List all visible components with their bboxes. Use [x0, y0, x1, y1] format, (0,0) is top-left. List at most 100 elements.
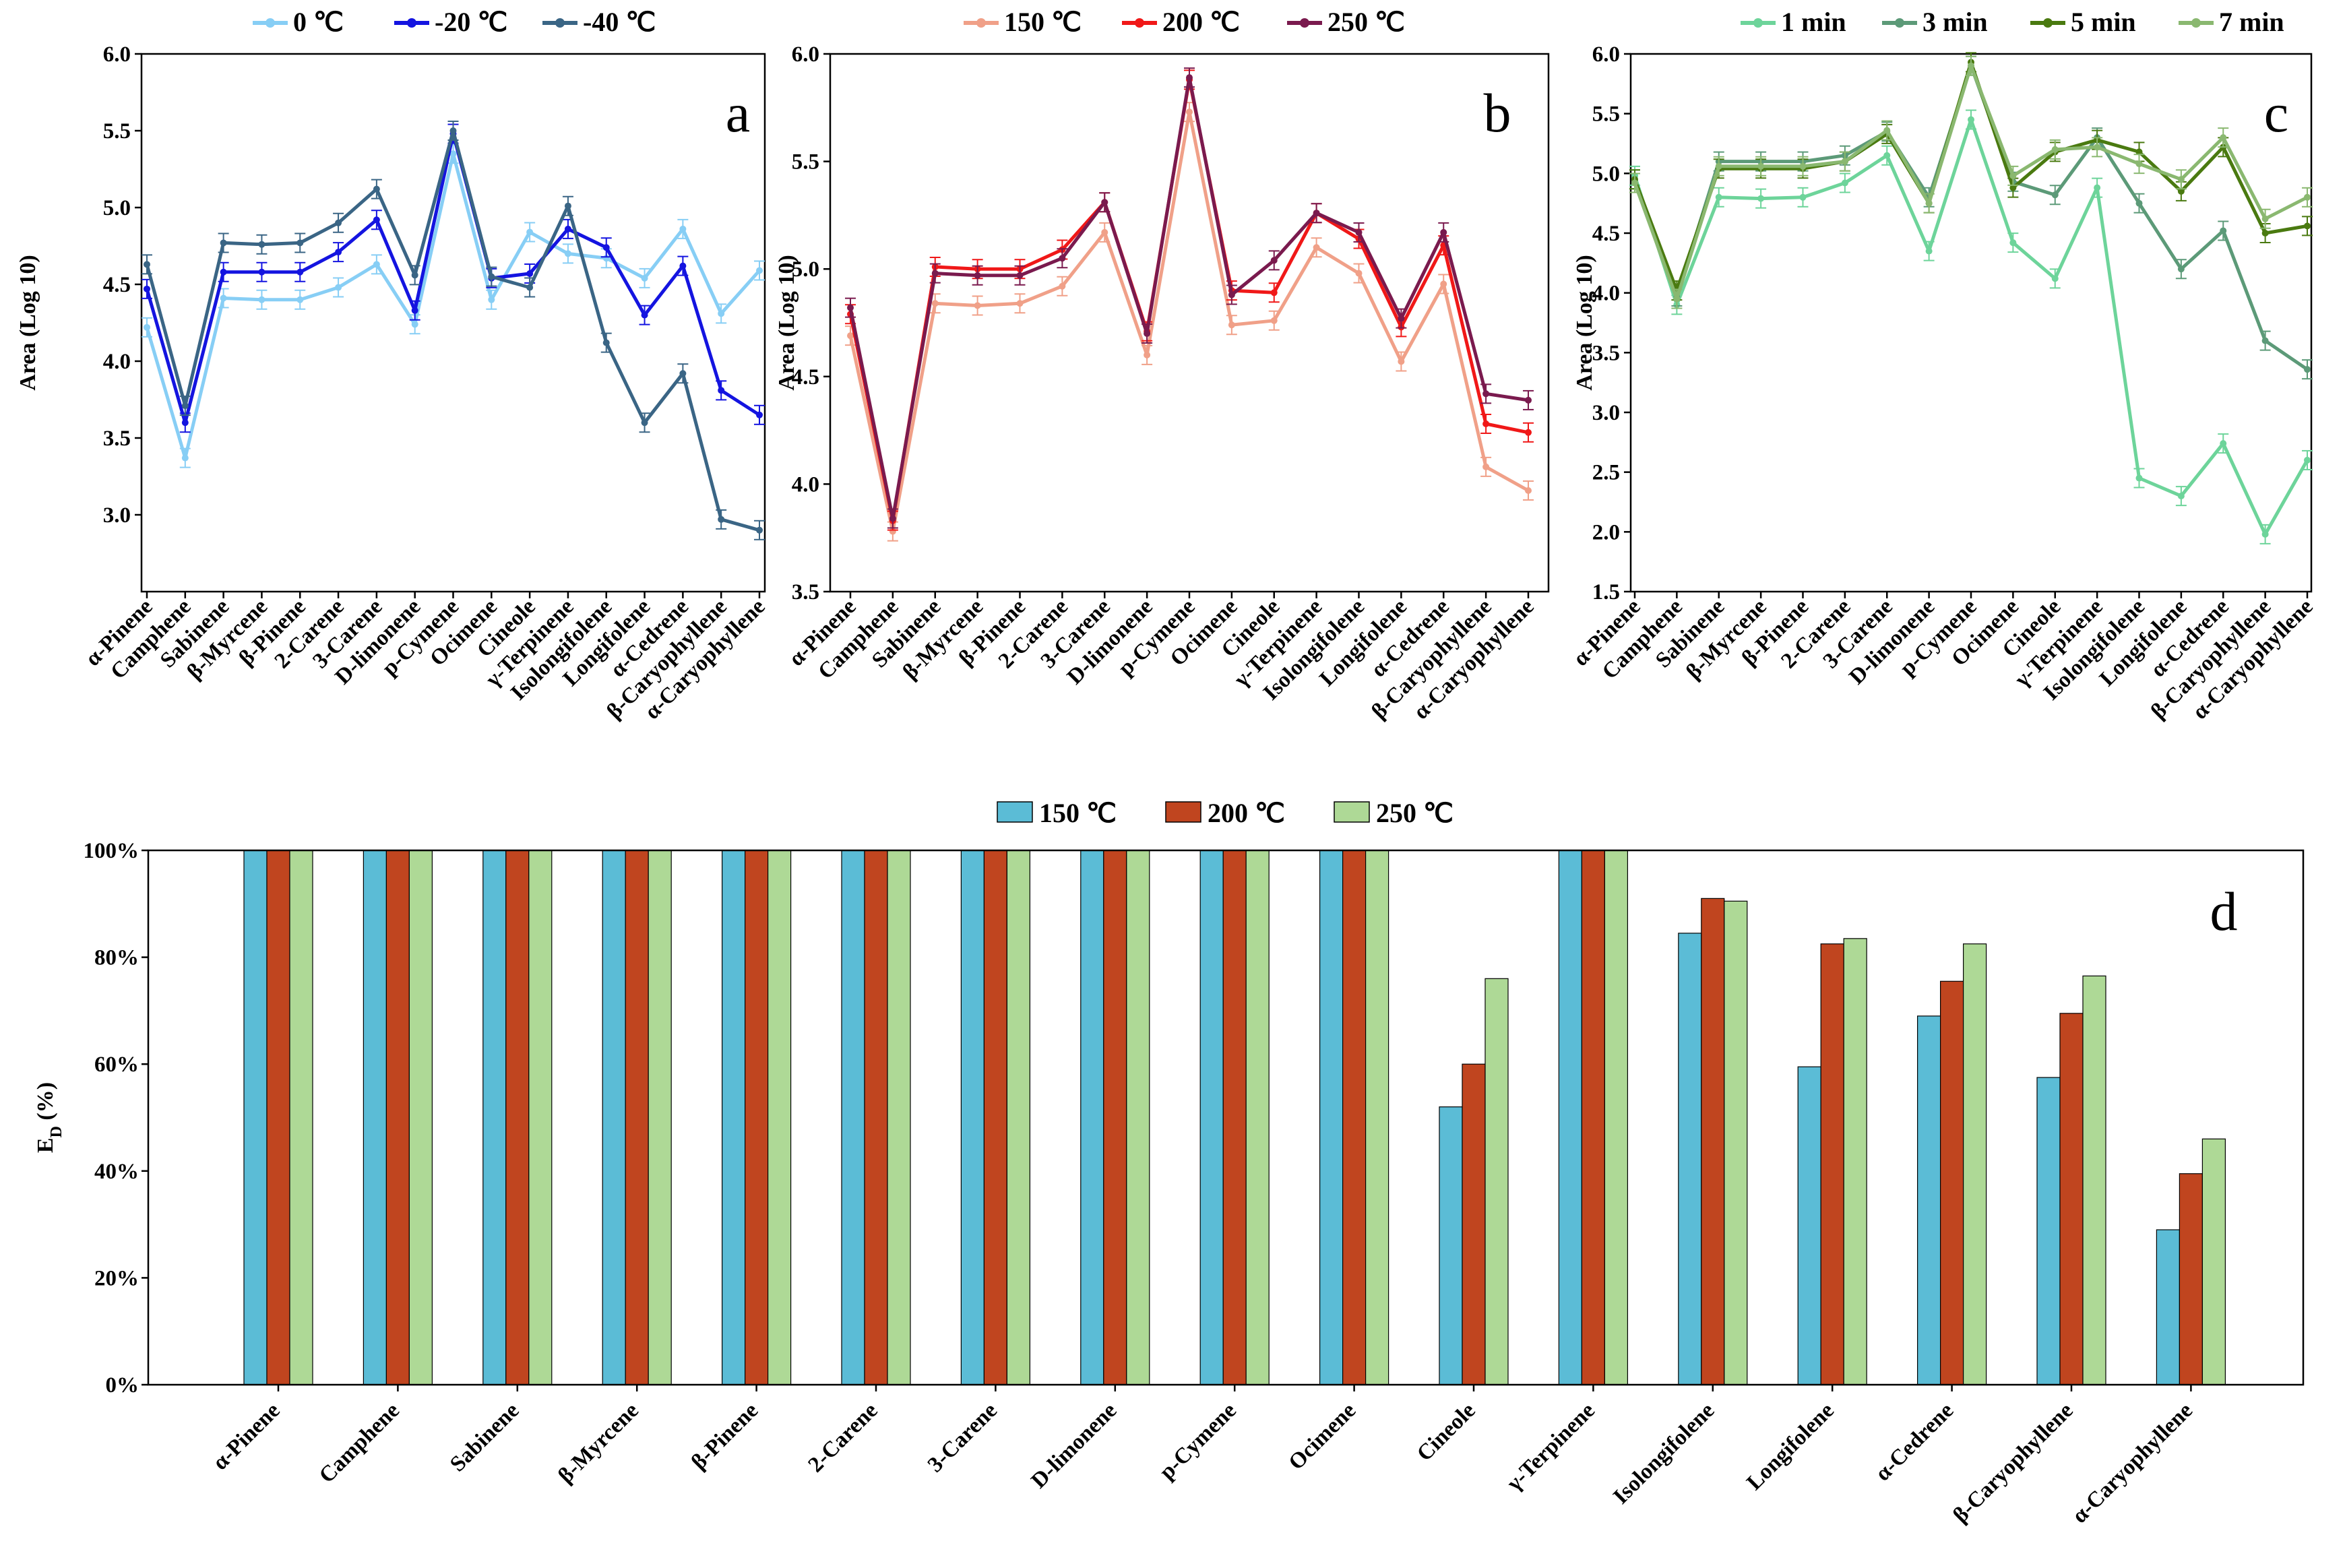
data-point [373, 185, 380, 193]
legend-label: 200 ℃ [1162, 7, 1240, 37]
data-point [411, 307, 418, 314]
data-point [641, 311, 648, 319]
y-tick-label: 4.5 [792, 365, 819, 389]
x-tick-label: Cineole [1412, 1398, 1480, 1466]
data-point [220, 268, 227, 276]
bar [2156, 1229, 2180, 1385]
y-axis-label: Area (Log 10) [15, 255, 40, 390]
bar [1963, 943, 1987, 1385]
y-tick-label: 3.5 [792, 580, 819, 604]
legend-marker [2191, 18, 2201, 28]
data-point [335, 249, 342, 256]
series-line-2 [145, 129, 760, 532]
panel-label: c [2264, 82, 2288, 144]
data-point [411, 272, 418, 279]
plot-frame [147, 849, 2305, 1386]
panel-b-chart: 3.54.04.55.05.56.0α-PineneCampheneSabine… [774, 7, 1550, 724]
data-point [1799, 162, 1807, 170]
bar [2082, 975, 2106, 1385]
legend-swatch [1165, 801, 1201, 823]
y-tick-label: 4.0 [792, 472, 819, 497]
plot-frame [1629, 53, 2313, 593]
data-point [931, 300, 939, 307]
bar [1678, 933, 1702, 1385]
y-tick-label: 5.0 [792, 257, 819, 282]
data-point [1144, 330, 1151, 337]
y-tick-label: 5.5 [792, 150, 819, 175]
data-point [296, 296, 304, 303]
bar [408, 850, 433, 1385]
bar [1820, 943, 1844, 1385]
x-tick-label: Ocimene [1284, 1398, 1361, 1475]
bar [1245, 850, 1270, 1385]
bar [482, 850, 507, 1385]
data-point [1631, 179, 1638, 187]
data-point [181, 402, 189, 410]
y-tick-label: 6.0 [1592, 42, 1620, 67]
data-point [144, 261, 150, 268]
legend-label: 1 min [1781, 7, 1846, 37]
data-point [718, 515, 725, 523]
data-point [1525, 396, 1532, 404]
data-point [2261, 530, 2269, 538]
data-point [2177, 265, 2185, 273]
data-point [564, 202, 571, 210]
bar [385, 850, 410, 1385]
bar [505, 850, 530, 1385]
y-tick-label: 1.5 [1592, 580, 1620, 604]
x-tick-label: β-Pinene [687, 1398, 763, 1474]
bar [528, 850, 553, 1385]
data-point [449, 127, 457, 134]
y-tick-label: 5.5 [103, 119, 131, 144]
data-point [1270, 289, 1278, 296]
data-point [2177, 187, 2185, 195]
legend-marker [1895, 18, 1904, 28]
data-point [756, 411, 763, 418]
bar [1319, 850, 1344, 1385]
y-tick-label: 60% [94, 1053, 139, 1077]
data-point [2135, 474, 2143, 482]
x-tick-label: Camphene [315, 1398, 404, 1488]
bar [1843, 938, 1867, 1385]
x-tick-label: Isolongifolene [1608, 1398, 1719, 1509]
data-point [2261, 215, 2269, 222]
y-tick-label: 3.5 [103, 427, 131, 451]
data-point [1440, 228, 1447, 236]
data-point [1016, 272, 1024, 279]
data-point [2177, 176, 2185, 183]
data-point [931, 270, 939, 277]
series-line-1 [848, 77, 1529, 523]
data-point [1799, 193, 1807, 201]
data-point [1673, 295, 1681, 303]
bar [1940, 980, 1964, 1385]
y-tick-label: 3.0 [103, 503, 131, 528]
data-point [564, 225, 571, 232]
y-tick-label: 5.5 [1592, 102, 1620, 127]
data-point [526, 284, 534, 291]
x-tick-label: β-Myrcene [554, 1398, 644, 1488]
data-point [2304, 222, 2311, 230]
y-axis-label: ED (%) [33, 1082, 65, 1153]
data-point [2261, 230, 2269, 237]
series-line-0 [145, 152, 761, 460]
data-point [2094, 144, 2101, 151]
bar [2059, 1013, 2084, 1385]
data-point [1355, 228, 1363, 236]
data-point [679, 370, 687, 377]
data-point [144, 285, 150, 292]
data-point [718, 387, 725, 394]
data-point [181, 454, 189, 462]
data-point [1101, 199, 1108, 206]
data-point [1270, 317, 1278, 324]
legend-marker [1135, 18, 1144, 28]
y-tick-label: 4.0 [103, 350, 131, 374]
bar [243, 850, 268, 1385]
legend-label: 0 ℃ [293, 7, 344, 37]
x-tick-label: p-Cymene [1155, 1398, 1241, 1484]
series-line-0 [1633, 118, 2309, 536]
data-point [1841, 179, 1848, 187]
legend-marker [265, 18, 275, 28]
data-point [889, 515, 896, 522]
bar [1724, 900, 1748, 1385]
data-point [1482, 390, 1490, 398]
